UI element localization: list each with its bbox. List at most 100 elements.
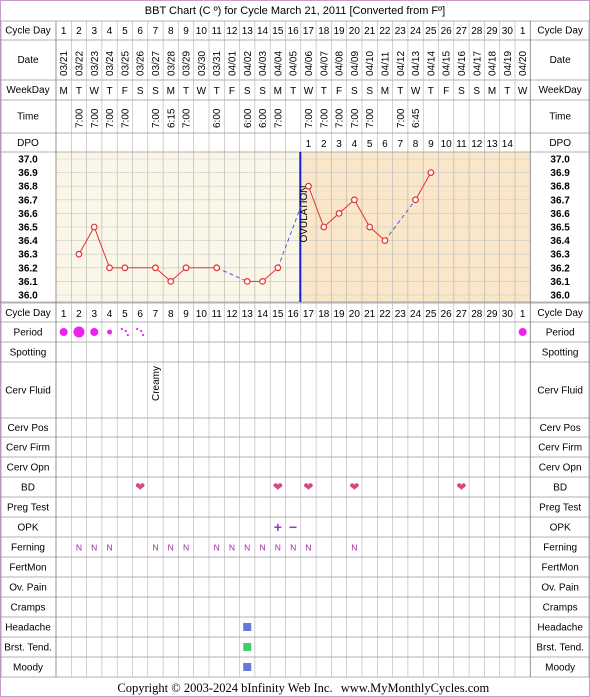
row-label-cerv_fluid: Cerv Fluid — [5, 386, 51, 397]
row-label-right-moody: Moody — [545, 663, 575, 674]
cycle-day-number-bottom: 10 — [196, 309, 208, 320]
row-label-right-dpo: DPO — [549, 138, 571, 149]
cycle-day-number-bottom: 30 — [502, 309, 514, 320]
temp-point — [243, 278, 251, 285]
y-tick-label-right: 36.9 — [550, 168, 570, 179]
period-spot — [136, 327, 139, 331]
weekday-label: S — [152, 86, 159, 97]
time-label: 6:00 — [212, 108, 223, 128]
heart-icon: ❤ — [303, 480, 313, 494]
temp-line — [155, 267, 172, 282]
time-label: 7:00 — [182, 108, 193, 128]
row-label-date: Date — [17, 55, 39, 66]
date-label: 03/28 — [166, 51, 177, 76]
y-tick-label-right: 36.7 — [550, 195, 570, 206]
temp-line — [307, 186, 325, 228]
weekday-label: M — [274, 86, 282, 97]
date-label: 04/06 — [304, 51, 315, 76]
dpo-number: 8 — [413, 139, 419, 150]
cycle-day-number-bottom: 24 — [410, 309, 422, 320]
row-label-right-cerv_opn: Cerv Opn — [539, 463, 582, 474]
cycle-day-number-bottom: 5 — [122, 309, 128, 320]
row-label-right-time: Time — [549, 112, 571, 123]
site-link: www.MyMonthlyCycles.com — [341, 681, 490, 695]
cycle-day-number-bottom: 12 — [226, 309, 238, 320]
row-label-preg_test: Preg Test — [7, 503, 49, 514]
row-label-bd: BD — [21, 483, 35, 494]
cycle-day-number-bottom: 3 — [91, 309, 97, 320]
date-label: 03/25 — [120, 51, 131, 76]
weekday-label: F — [336, 86, 342, 97]
cycle-day-number: 20 — [349, 26, 361, 37]
y-tick-label-right: 36.1 — [550, 277, 570, 288]
dpo-number: 13 — [486, 139, 498, 150]
date-label: 04/13 — [411, 51, 422, 76]
weekday-label: T — [76, 86, 82, 97]
cycle-day-number-bottom: 13 — [242, 309, 254, 320]
row-label-right-ov_pain: Ov. Pain — [541, 583, 579, 594]
y-tick-label: 36.3 — [18, 250, 38, 261]
weekday-label: S — [351, 86, 358, 97]
cycle-day-number: 15 — [272, 26, 284, 37]
temp-line — [93, 226, 111, 268]
row-label-right-preg_test: Preg Test — [539, 503, 581, 514]
headache-marker — [243, 623, 252, 631]
weekday-label: T — [321, 86, 327, 97]
temp-line — [323, 213, 340, 228]
temp-point — [121, 264, 129, 272]
y-tick-label-right: 36.2 — [550, 263, 570, 274]
period-spot — [140, 329, 143, 333]
weekday-label: T — [214, 86, 220, 97]
time-label: 7:00 — [105, 108, 116, 128]
weekday-label: S — [366, 86, 373, 97]
ferning-mark: N — [91, 543, 97, 553]
dpo-number: 9 — [428, 139, 434, 150]
cycle-day-number-bottom: 21 — [364, 309, 376, 320]
cycle-day-number-bottom: 7 — [153, 309, 159, 320]
cerv-fluid-label: Creamy — [151, 366, 162, 401]
cycle-day-number: 21 — [364, 26, 376, 37]
dpo-number: 12 — [471, 139, 483, 150]
date-label: 03/26 — [136, 51, 147, 76]
cycle-day-number: 18 — [318, 26, 330, 37]
period-spot — [124, 329, 127, 333]
y-tick-label: 36.0 — [18, 291, 38, 302]
y-tick-label: 36.4 — [18, 236, 38, 247]
row-label-right-fertmon: FertMon — [542, 563, 579, 574]
temp-point — [106, 264, 113, 272]
temp-gap-line — [277, 186, 309, 268]
time-label: 7:00 — [350, 108, 361, 128]
row-label-right-cramps: Cramps — [543, 603, 578, 614]
moody-marker — [243, 663, 252, 671]
cycle-day-number: 22 — [379, 26, 391, 37]
cycle-day-number-bottom: 25 — [425, 309, 437, 320]
time-label: 7:00 — [304, 108, 315, 128]
dpo-number: 3 — [336, 139, 342, 150]
temp-gap-line — [216, 267, 248, 282]
cycle-day-number: 14 — [257, 26, 269, 37]
cycle-day-number-bottom: 8 — [168, 309, 174, 320]
cycle-day-number: 23 — [395, 26, 407, 37]
cycle-day-number-bottom: 4 — [107, 309, 113, 320]
cycle-day-number-bottom: 1 — [520, 309, 526, 320]
temp-point — [350, 196, 358, 204]
row-label-cramps: Cramps — [10, 603, 45, 614]
row-label-weekday: WeekDay — [6, 85, 49, 96]
date-label: 04/02 — [243, 51, 254, 76]
cycle-day-number: 13 — [242, 26, 254, 37]
cycle-day-number-bottom: 11 — [211, 309, 222, 320]
y-tick-label: 36.6 — [18, 209, 38, 220]
temp-point — [213, 264, 221, 272]
period-dot — [90, 328, 99, 336]
cycle-day-number: 2 — [76, 26, 82, 37]
time-label: 6:00 — [243, 108, 254, 128]
temp-point — [335, 209, 343, 217]
temp-point — [167, 278, 175, 285]
weekday-label: S — [458, 86, 465, 97]
y-tick-label: 36.1 — [18, 277, 38, 288]
y-tick-label-right: 37.0 — [550, 155, 570, 166]
cycle-day-number-bottom: 9 — [183, 309, 189, 320]
date-label: 04/20 — [518, 51, 529, 76]
dpo-number: 11 — [456, 139, 467, 150]
weekday-label: T — [106, 86, 112, 97]
